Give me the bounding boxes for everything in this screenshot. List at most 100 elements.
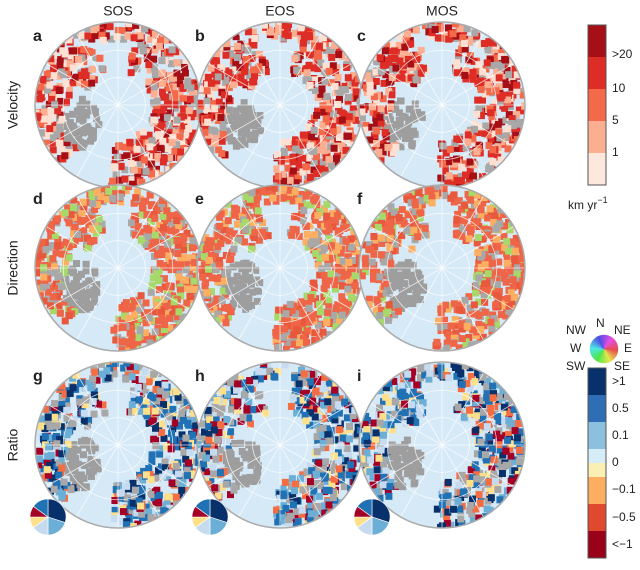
- pixel: [334, 100, 342, 108]
- pixel: [323, 319, 331, 327]
- pixel: [45, 262, 53, 270]
- land: [250, 122, 258, 130]
- pixel: [160, 401, 168, 409]
- pixel: [378, 239, 386, 247]
- pixel: [277, 153, 285, 161]
- meridian: [441, 267, 484, 341]
- land: [384, 125, 392, 133]
- pixel: [228, 46, 236, 54]
- pixel: [113, 324, 121, 332]
- pixel: [144, 138, 152, 146]
- pixel: [238, 212, 246, 220]
- pixel: [310, 487, 318, 495]
- pixel: [319, 385, 327, 393]
- pixel: [145, 465, 153, 473]
- pixel: [175, 273, 183, 281]
- land: [86, 277, 94, 285]
- pixel: [325, 105, 333, 113]
- pixel: [113, 33, 121, 41]
- pixel: [204, 106, 212, 114]
- pixel: [284, 164, 292, 172]
- pixel: [368, 123, 376, 131]
- pixel: [231, 482, 239, 490]
- pixel: [181, 63, 189, 71]
- pixel: [241, 63, 249, 71]
- pixel: [156, 221, 164, 229]
- pixel: [486, 105, 494, 113]
- pixel: [66, 239, 74, 247]
- pixel: [164, 493, 172, 501]
- pixel: [325, 235, 333, 243]
- polar-map: [197, 185, 363, 351]
- pixel: [174, 211, 182, 219]
- pixel: [489, 39, 497, 47]
- pixel: [483, 231, 491, 239]
- pixel: [142, 299, 150, 307]
- pixel: [110, 515, 118, 523]
- land: [404, 272, 412, 280]
- pixel: [306, 318, 314, 326]
- pixel: [497, 49, 505, 57]
- pixel: [326, 437, 334, 445]
- pixel: [394, 307, 402, 315]
- pixel: [223, 40, 231, 48]
- pixel: [199, 273, 207, 281]
- pixel: [458, 163, 466, 171]
- pixel: [58, 115, 66, 123]
- pixel: [170, 324, 178, 332]
- pixel: [324, 35, 332, 43]
- land: [84, 290, 92, 298]
- pixel: [513, 71, 521, 79]
- pixel: [496, 98, 504, 106]
- pixel: [288, 325, 296, 333]
- pixel: [493, 276, 501, 284]
- pixel: [92, 229, 100, 237]
- pixel: [353, 93, 361, 101]
- pixel: [218, 64, 226, 72]
- pixel: [245, 414, 253, 422]
- pixel: [303, 230, 311, 238]
- pixel: [251, 379, 259, 387]
- pixel: [377, 234, 385, 242]
- pixel: [248, 189, 256, 197]
- land: [231, 121, 239, 129]
- pixel: [450, 198, 458, 206]
- pixel: [466, 38, 474, 46]
- pixel: [171, 419, 179, 427]
- pixel: [290, 487, 298, 495]
- pixel: [281, 22, 289, 29]
- pixel: [301, 299, 309, 307]
- pixel: [336, 208, 344, 216]
- pixel: [219, 398, 227, 406]
- pixel: [232, 33, 240, 41]
- pixel: [251, 34, 259, 42]
- pixel: [214, 231, 222, 239]
- pixel: [319, 328, 327, 336]
- pixel: [495, 148, 503, 156]
- land: [237, 141, 245, 149]
- pixel: [376, 113, 384, 121]
- pixel: [224, 95, 232, 103]
- pixel: [452, 144, 460, 152]
- pixel: [291, 191, 299, 199]
- pixel: [287, 144, 295, 152]
- pixel: [200, 253, 208, 261]
- pixel: [204, 81, 212, 89]
- pixel: [234, 54, 242, 62]
- pixel: [344, 74, 352, 82]
- pixel: [157, 331, 165, 339]
- pixel: [88, 79, 96, 87]
- land: [80, 306, 88, 314]
- pixel: [266, 367, 274, 375]
- pixel: [208, 274, 216, 282]
- pixel: [132, 194, 140, 202]
- pixel: [109, 177, 117, 185]
- pixel: [217, 114, 225, 122]
- pixel: [350, 71, 358, 79]
- pixel: [151, 231, 159, 239]
- pixel: [126, 139, 134, 147]
- pixel: [312, 295, 320, 303]
- pixel: [441, 316, 449, 324]
- pixel: [410, 226, 418, 234]
- pixel: [60, 60, 68, 68]
